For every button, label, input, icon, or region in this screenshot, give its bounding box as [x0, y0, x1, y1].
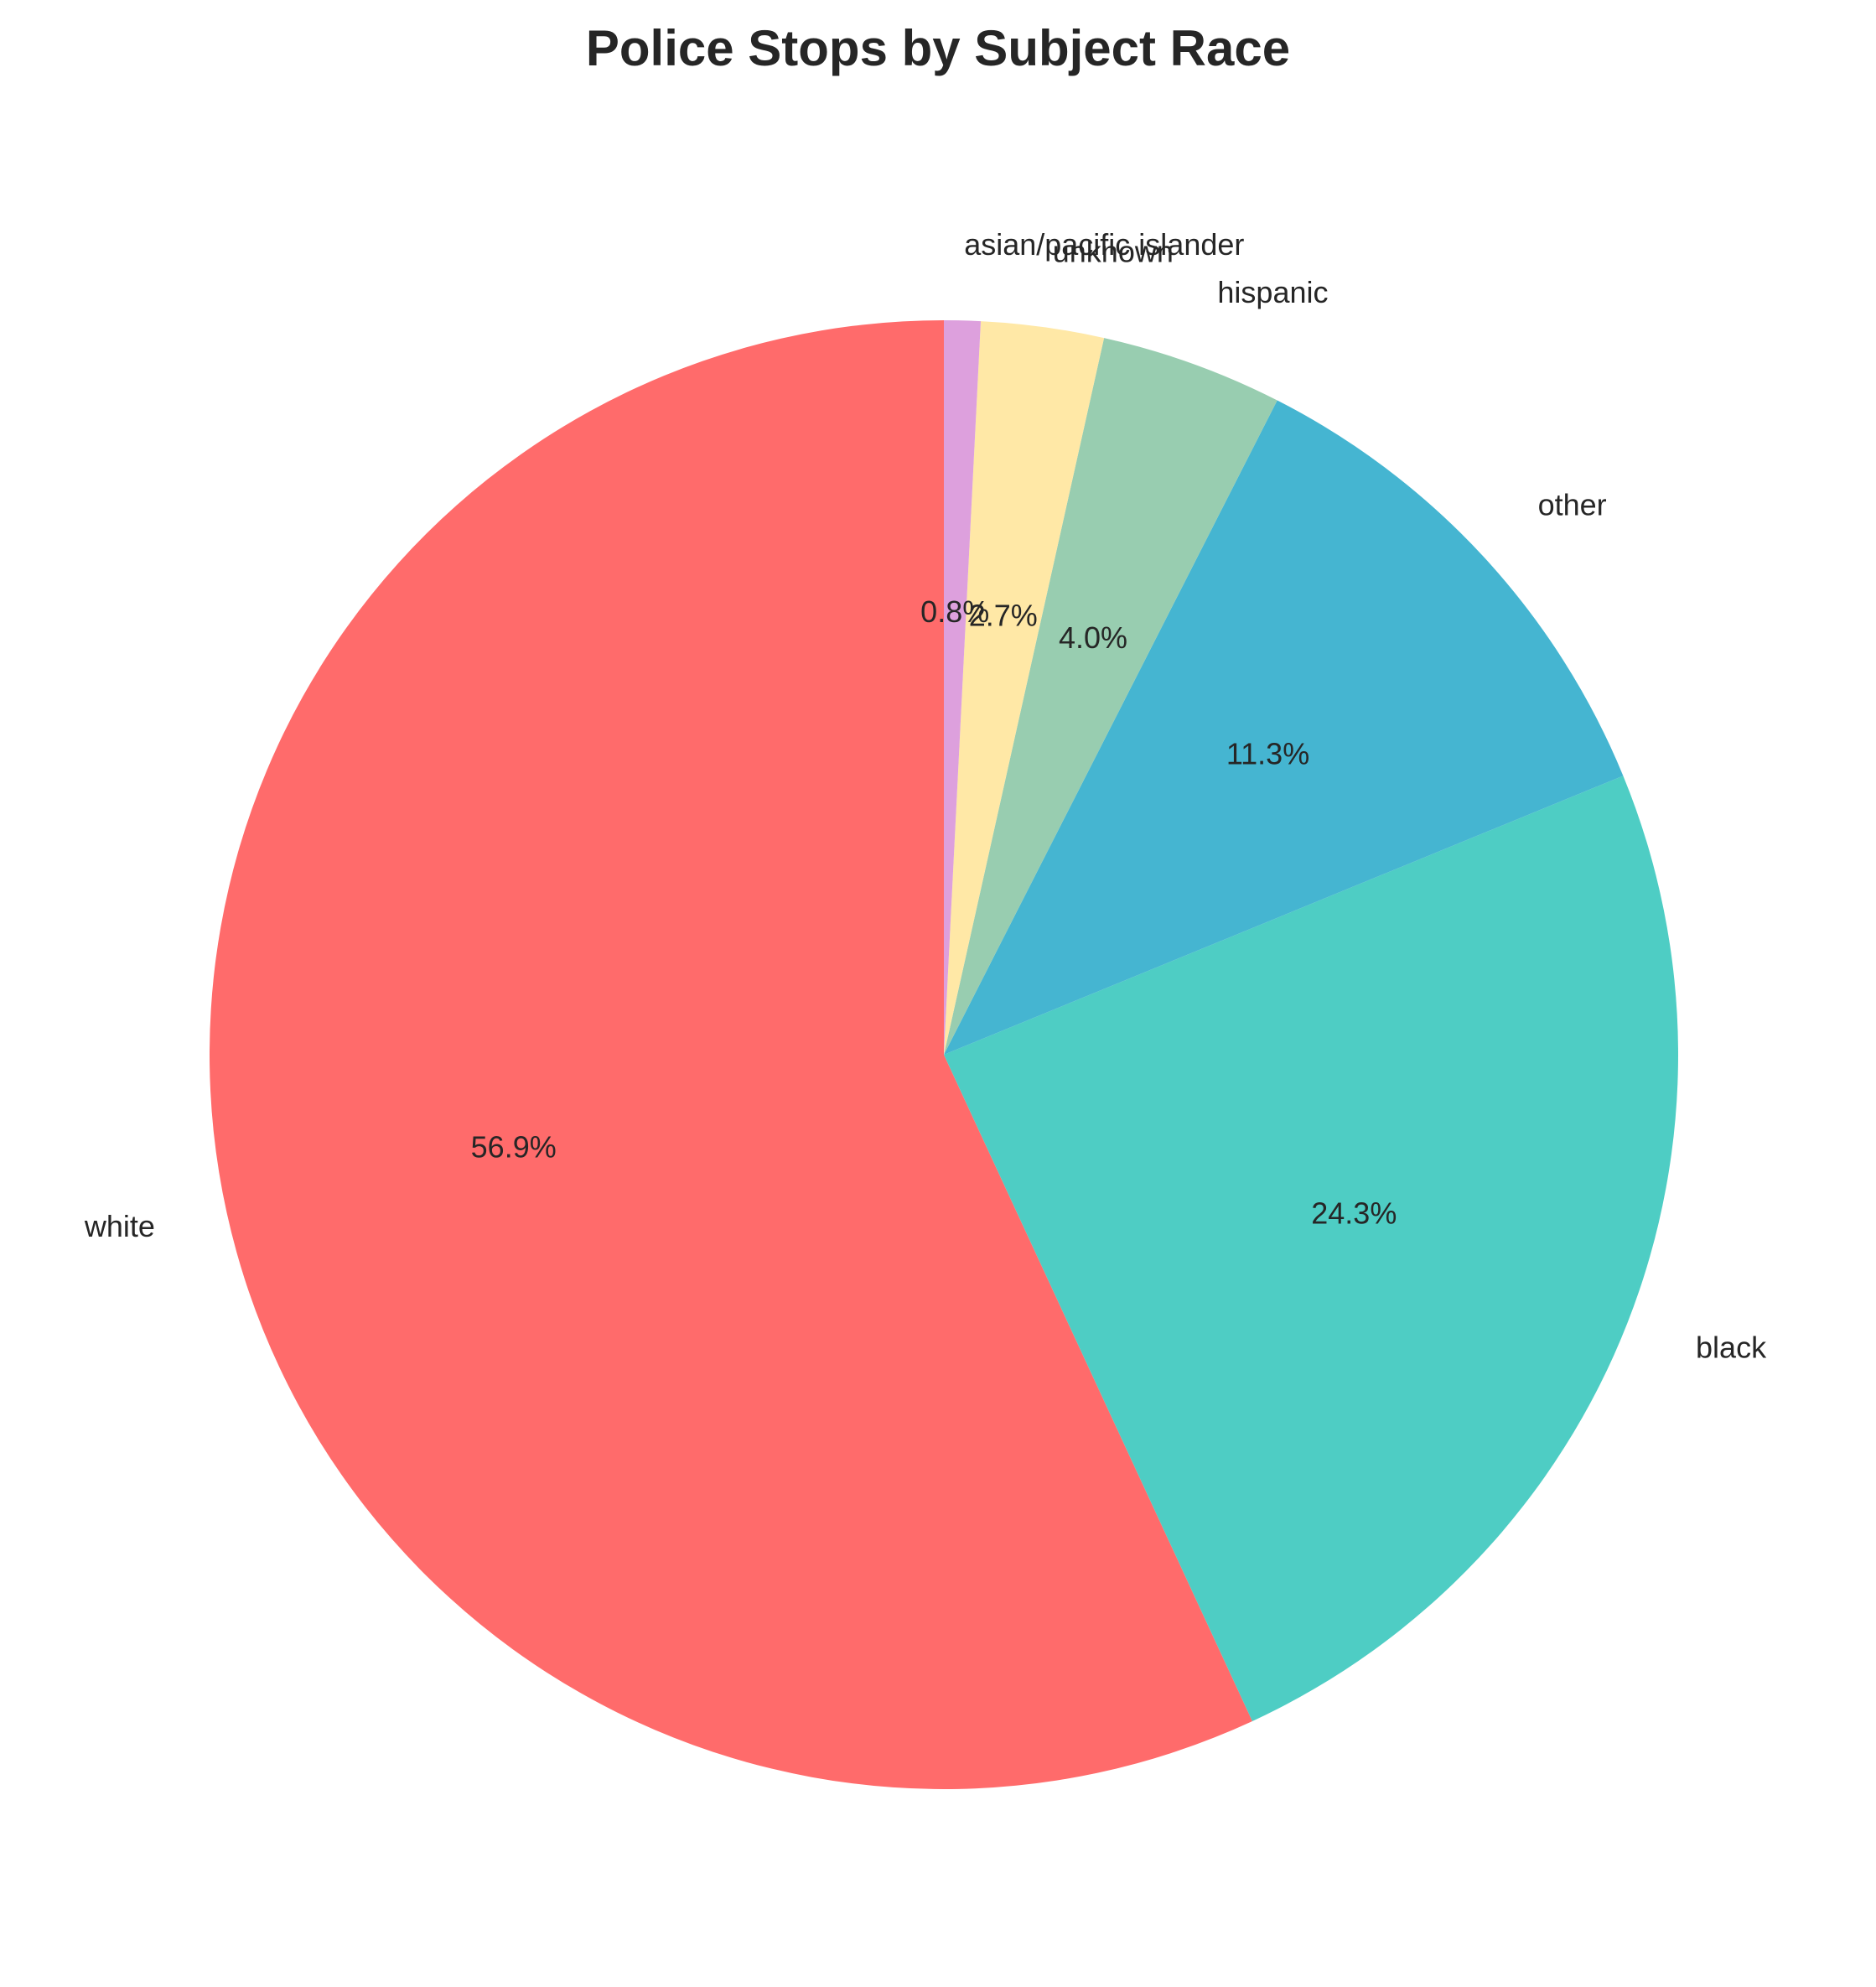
pct-label-white: 56.9%	[471, 1130, 557, 1165]
pct-label-black: 24.3%	[1311, 1196, 1397, 1230]
chart-title: Police Stops by Subject Race	[586, 20, 1290, 76]
slice-label-other: other	[1538, 488, 1607, 522]
pie-slice-hispanic	[944, 338, 1277, 1055]
pct-label-other: 11.3%	[1226, 736, 1309, 770]
pie-slice-white	[209, 320, 1252, 1789]
pie-slices	[209, 320, 1678, 1789]
pct-label-unknown: 2.7%	[969, 599, 1038, 633]
slice-label-hispanic: hispanic	[1217, 275, 1328, 309]
pie-slice-asian-pacific-islander	[944, 320, 982, 1055]
slice-label-asian-pacific-islander: asian/pacific islander	[964, 227, 1244, 262]
pie-slice-black	[944, 776, 1678, 1721]
slice-label-unknown: unknown	[1053, 235, 1174, 269]
pie-labels: white 56.9% black 24.3% other 11.3% hispanic 4.…	[84, 227, 1767, 1364]
slice-label-black: black	[1696, 1330, 1767, 1364]
pct-label-hispanic: 4.0%	[1059, 620, 1127, 655]
pct-label-asian-pacific-islander: 0.8%	[920, 594, 989, 629]
pie-slice-unknown	[944, 321, 1105, 1055]
slice-label-white: white	[84, 1209, 155, 1243]
pie-slice-other	[944, 400, 1624, 1055]
